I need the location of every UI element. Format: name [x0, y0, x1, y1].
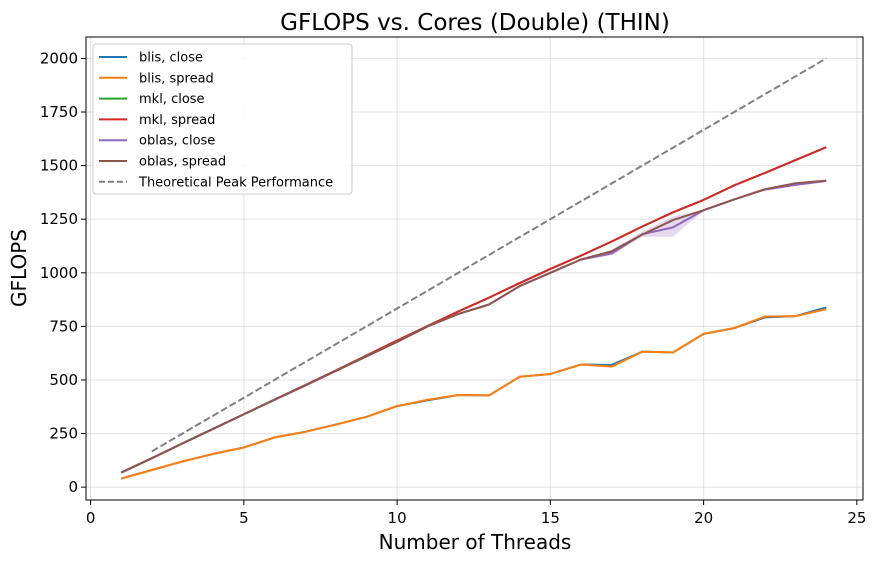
- legend-label: mkl, spread: [139, 113, 215, 128]
- y-tick-label: 1500: [40, 157, 78, 175]
- x-tick-label: 25: [847, 509, 866, 527]
- x-tick-label: 15: [541, 509, 560, 527]
- series-line-1: [120, 308, 827, 480]
- y-tick-label: 1000: [40, 264, 78, 282]
- legend-label: mkl, close: [139, 92, 205, 107]
- x-tick-label: 5: [239, 509, 249, 527]
- y-tick-label: 500: [49, 371, 78, 389]
- y-tick-label: 250: [49, 425, 78, 443]
- legend-label: Theoretical Peak Performance: [138, 175, 333, 190]
- grid: [86, 37, 863, 500]
- legend: blis, close blis, spread mkl, close mkl, sp…: [92, 43, 353, 195]
- legend-box: [92, 43, 353, 195]
- series-line-6: [151, 57, 827, 453]
- legend-label: oblas, close: [139, 134, 215, 149]
- x-tick-label: 20: [694, 509, 713, 527]
- legend-label: blis, spread: [139, 71, 214, 86]
- series-line-5: [120, 179, 827, 474]
- series-lines: [120, 57, 827, 480]
- y-tick-label: 2000: [40, 49, 78, 67]
- plot-frame: [85, 36, 864, 501]
- y-axis-title: GFLOPS: [7, 229, 31, 307]
- y-tick-label: 750: [49, 317, 78, 335]
- x-tick-label: 0: [86, 509, 96, 527]
- legend-label: blis, close: [139, 51, 203, 66]
- x-axis-title: Number of Threads: [379, 530, 572, 554]
- y-tick-label: 1250: [40, 210, 78, 228]
- chart-title: GFLOPS vs. Cores (Double) (THIN): [280, 10, 670, 36]
- y-tick-label: 1750: [40, 103, 78, 121]
- legend-label: oblas, spread: [139, 155, 226, 170]
- x-tick-label: 10: [388, 509, 407, 527]
- y-tick-label: 0: [68, 478, 78, 496]
